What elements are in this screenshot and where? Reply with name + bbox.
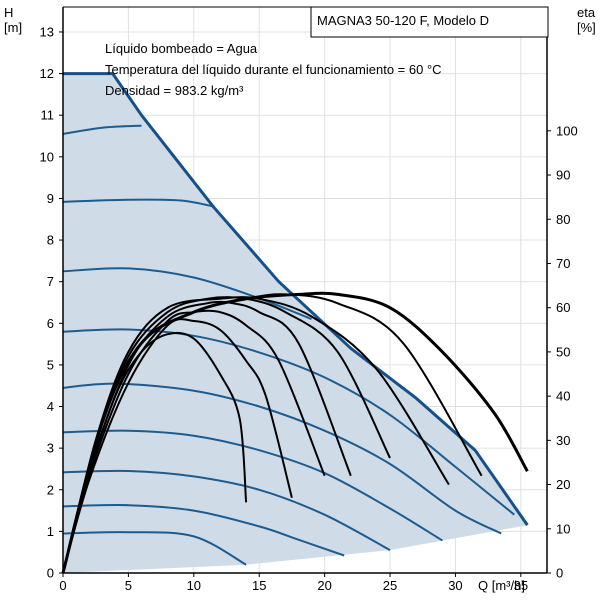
efficiency-curve (62, 318, 293, 574)
x-tick-label: 15 (252, 578, 266, 593)
y-tick-label: 8 (47, 233, 54, 248)
info-line-liquid: Líquido bombeado = Agua (105, 41, 258, 56)
y2-axis-label-unit: [%] (577, 20, 596, 35)
x-tick-label: 25 (383, 578, 397, 593)
head-curve (62, 504, 345, 557)
y2-tick-label: 10 (556, 521, 570, 536)
x-axis-label: Q [m³/h] (478, 578, 525, 593)
y-tick-label: 6 (47, 316, 54, 331)
y2-tick-label: 0 (556, 566, 563, 581)
y2-tick-label: 40 (556, 389, 570, 404)
axis-ticks: 0 5 10 15 20 25 30 3501234567891011121301020304… (40, 24, 578, 593)
y2-tick-label: 100 (556, 123, 578, 138)
y-tick-label: 4 (47, 399, 54, 414)
operating-area (63, 73, 528, 573)
info-line-temperature: Temperatura del líquido durante el funci… (105, 62, 442, 77)
head-curves (62, 124, 515, 566)
y2-tick-label: 90 (556, 168, 570, 183)
chart-title: MAGNA3 50-120 F, Modelo D (317, 13, 489, 28)
y-tick-label: 2 (47, 482, 54, 497)
head-curve (62, 429, 443, 542)
head-curve (62, 469, 391, 551)
head-curve (62, 328, 515, 516)
y2-tick-label: 80 (556, 212, 570, 227)
y-tick-label: 9 (47, 191, 54, 206)
y-tick-label: 3 (47, 441, 54, 456)
x-tick-label: 20 (317, 578, 331, 593)
x-tick-label: 35 (514, 578, 528, 593)
x-tick-label: 0 (59, 578, 66, 593)
x-tick-label: 10 (187, 578, 201, 593)
efficiency-curves (61, 291, 529, 574)
y-tick-label: 7 (47, 274, 54, 289)
title-box (310, 6, 549, 38)
y-tick-label: 11 (41, 108, 55, 123)
efficiency-curve (61, 291, 529, 574)
y-axis-label-top: H (4, 5, 13, 20)
y2-tick-label: 70 (556, 256, 570, 271)
y-axis-label-unit: [m] (4, 20, 22, 35)
max-head-curve (63, 72, 529, 526)
y2-tick-label: 50 (556, 344, 570, 359)
y2-axis-label-top: eta (577, 5, 596, 20)
y-tick-label: 1 (47, 524, 54, 539)
head-curve (62, 124, 142, 135)
y2-tick-label: 60 (556, 300, 570, 315)
y-tick-label: 12 (40, 66, 54, 81)
head-curve (62, 267, 312, 321)
head-curve (62, 531, 247, 566)
y-tick-label: 5 (47, 357, 54, 372)
y-tick-label: 10 (40, 149, 54, 164)
y2-tick-label: 30 (556, 433, 570, 448)
x-tick-label: 30 (448, 578, 462, 593)
y-tick-label: 0 (47, 566, 54, 581)
info-line-density: Densidad = 983.2 kg/m³ (105, 83, 244, 98)
y2-tick-label: 20 (556, 477, 570, 492)
x-tick-label: 5 (125, 578, 132, 593)
y-tick-label: 13 (40, 24, 54, 39)
head-curve (62, 198, 215, 208)
